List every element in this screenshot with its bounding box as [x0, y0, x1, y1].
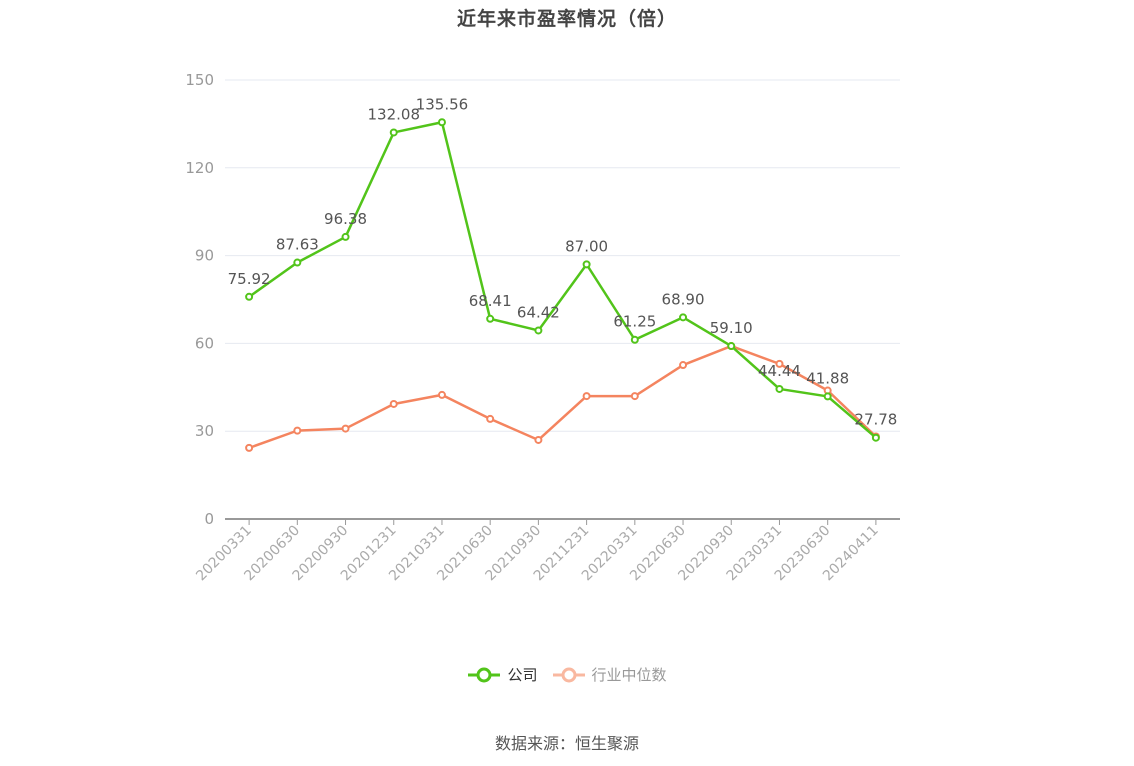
- data-label: 44.44: [758, 362, 801, 380]
- data-label: 135.56: [416, 95, 469, 113]
- data-point[interactable]: [679, 313, 688, 322]
- data-point[interactable]: [293, 426, 302, 435]
- legend-label-industry: 行业中位数: [591, 666, 667, 684]
- legend: 公司 行业中位数: [0, 664, 1134, 685]
- company-legend-icon: [468, 667, 501, 682]
- data-point[interactable]: [245, 292, 254, 301]
- data-label: 68.41: [469, 292, 512, 310]
- data-label: 96.38: [324, 210, 367, 228]
- data-label: 41.88: [806, 369, 849, 387]
- data-label: 59.10: [710, 319, 753, 337]
- data-label: 87.63: [276, 236, 319, 254]
- company-series: [245, 118, 880, 442]
- data-source: 数据来源：恒生聚源: [494, 734, 639, 753]
- y-axis-ticks: 0 30 60 90 120 150: [185, 71, 214, 528]
- legend-label-company: 公司: [507, 666, 538, 684]
- data-point[interactable]: [437, 390, 446, 399]
- grid-lines: [225, 79, 900, 432]
- data-label: 132.08: [368, 105, 421, 123]
- industry-median-series: [245, 342, 880, 452]
- y-tick-label: 0: [204, 510, 214, 528]
- data-point[interactable]: [245, 443, 254, 452]
- data-point[interactable]: [341, 424, 350, 433]
- data-point[interactable]: [775, 384, 784, 393]
- data-point[interactable]: [486, 414, 495, 423]
- data-point[interactable]: [630, 335, 639, 344]
- data-label: 68.90: [662, 290, 705, 308]
- y-tick-label: 120: [185, 159, 214, 177]
- data-label: 61.25: [613, 313, 656, 331]
- data-point[interactable]: [775, 359, 784, 368]
- data-point[interactable]: [630, 392, 639, 401]
- chart-title: 近年来市盈率情况（倍）: [456, 8, 677, 30]
- legend-item-industry[interactable]: 行业中位数: [552, 664, 667, 685]
- data-point[interactable]: [389, 399, 398, 408]
- data-point[interactable]: [871, 433, 880, 442]
- data-point[interactable]: [486, 314, 495, 323]
- data-label: 75.92: [228, 270, 271, 288]
- data-point[interactable]: [582, 392, 591, 401]
- data-label: 87.00: [565, 237, 608, 255]
- data-point[interactable]: [679, 361, 688, 370]
- line-chart: 0 30 60 90 120 150 20200331202006302020093020…: [185, 71, 900, 584]
- data-point[interactable]: [389, 128, 398, 137]
- data-label: 27.78: [854, 411, 897, 429]
- data-label: 64.42: [517, 303, 560, 321]
- y-tick-label: 60: [195, 334, 214, 352]
- y-tick-label: 90: [195, 247, 214, 265]
- legend-item-company[interactable]: 公司: [467, 664, 538, 685]
- data-point[interactable]: [534, 326, 543, 335]
- data-point[interactable]: [823, 392, 832, 401]
- x-axis: 2020033120200630202009302020123120210331…: [193, 518, 900, 584]
- data-point[interactable]: [293, 258, 302, 267]
- y-tick-label: 30: [195, 422, 214, 440]
- data-point[interactable]: [437, 118, 446, 127]
- data-point[interactable]: [534, 435, 543, 444]
- data-point[interactable]: [341, 232, 350, 241]
- data-point[interactable]: [582, 260, 591, 269]
- data-point[interactable]: [727, 342, 736, 351]
- industry-legend-icon: [552, 667, 585, 682]
- y-tick-label: 150: [185, 71, 214, 89]
